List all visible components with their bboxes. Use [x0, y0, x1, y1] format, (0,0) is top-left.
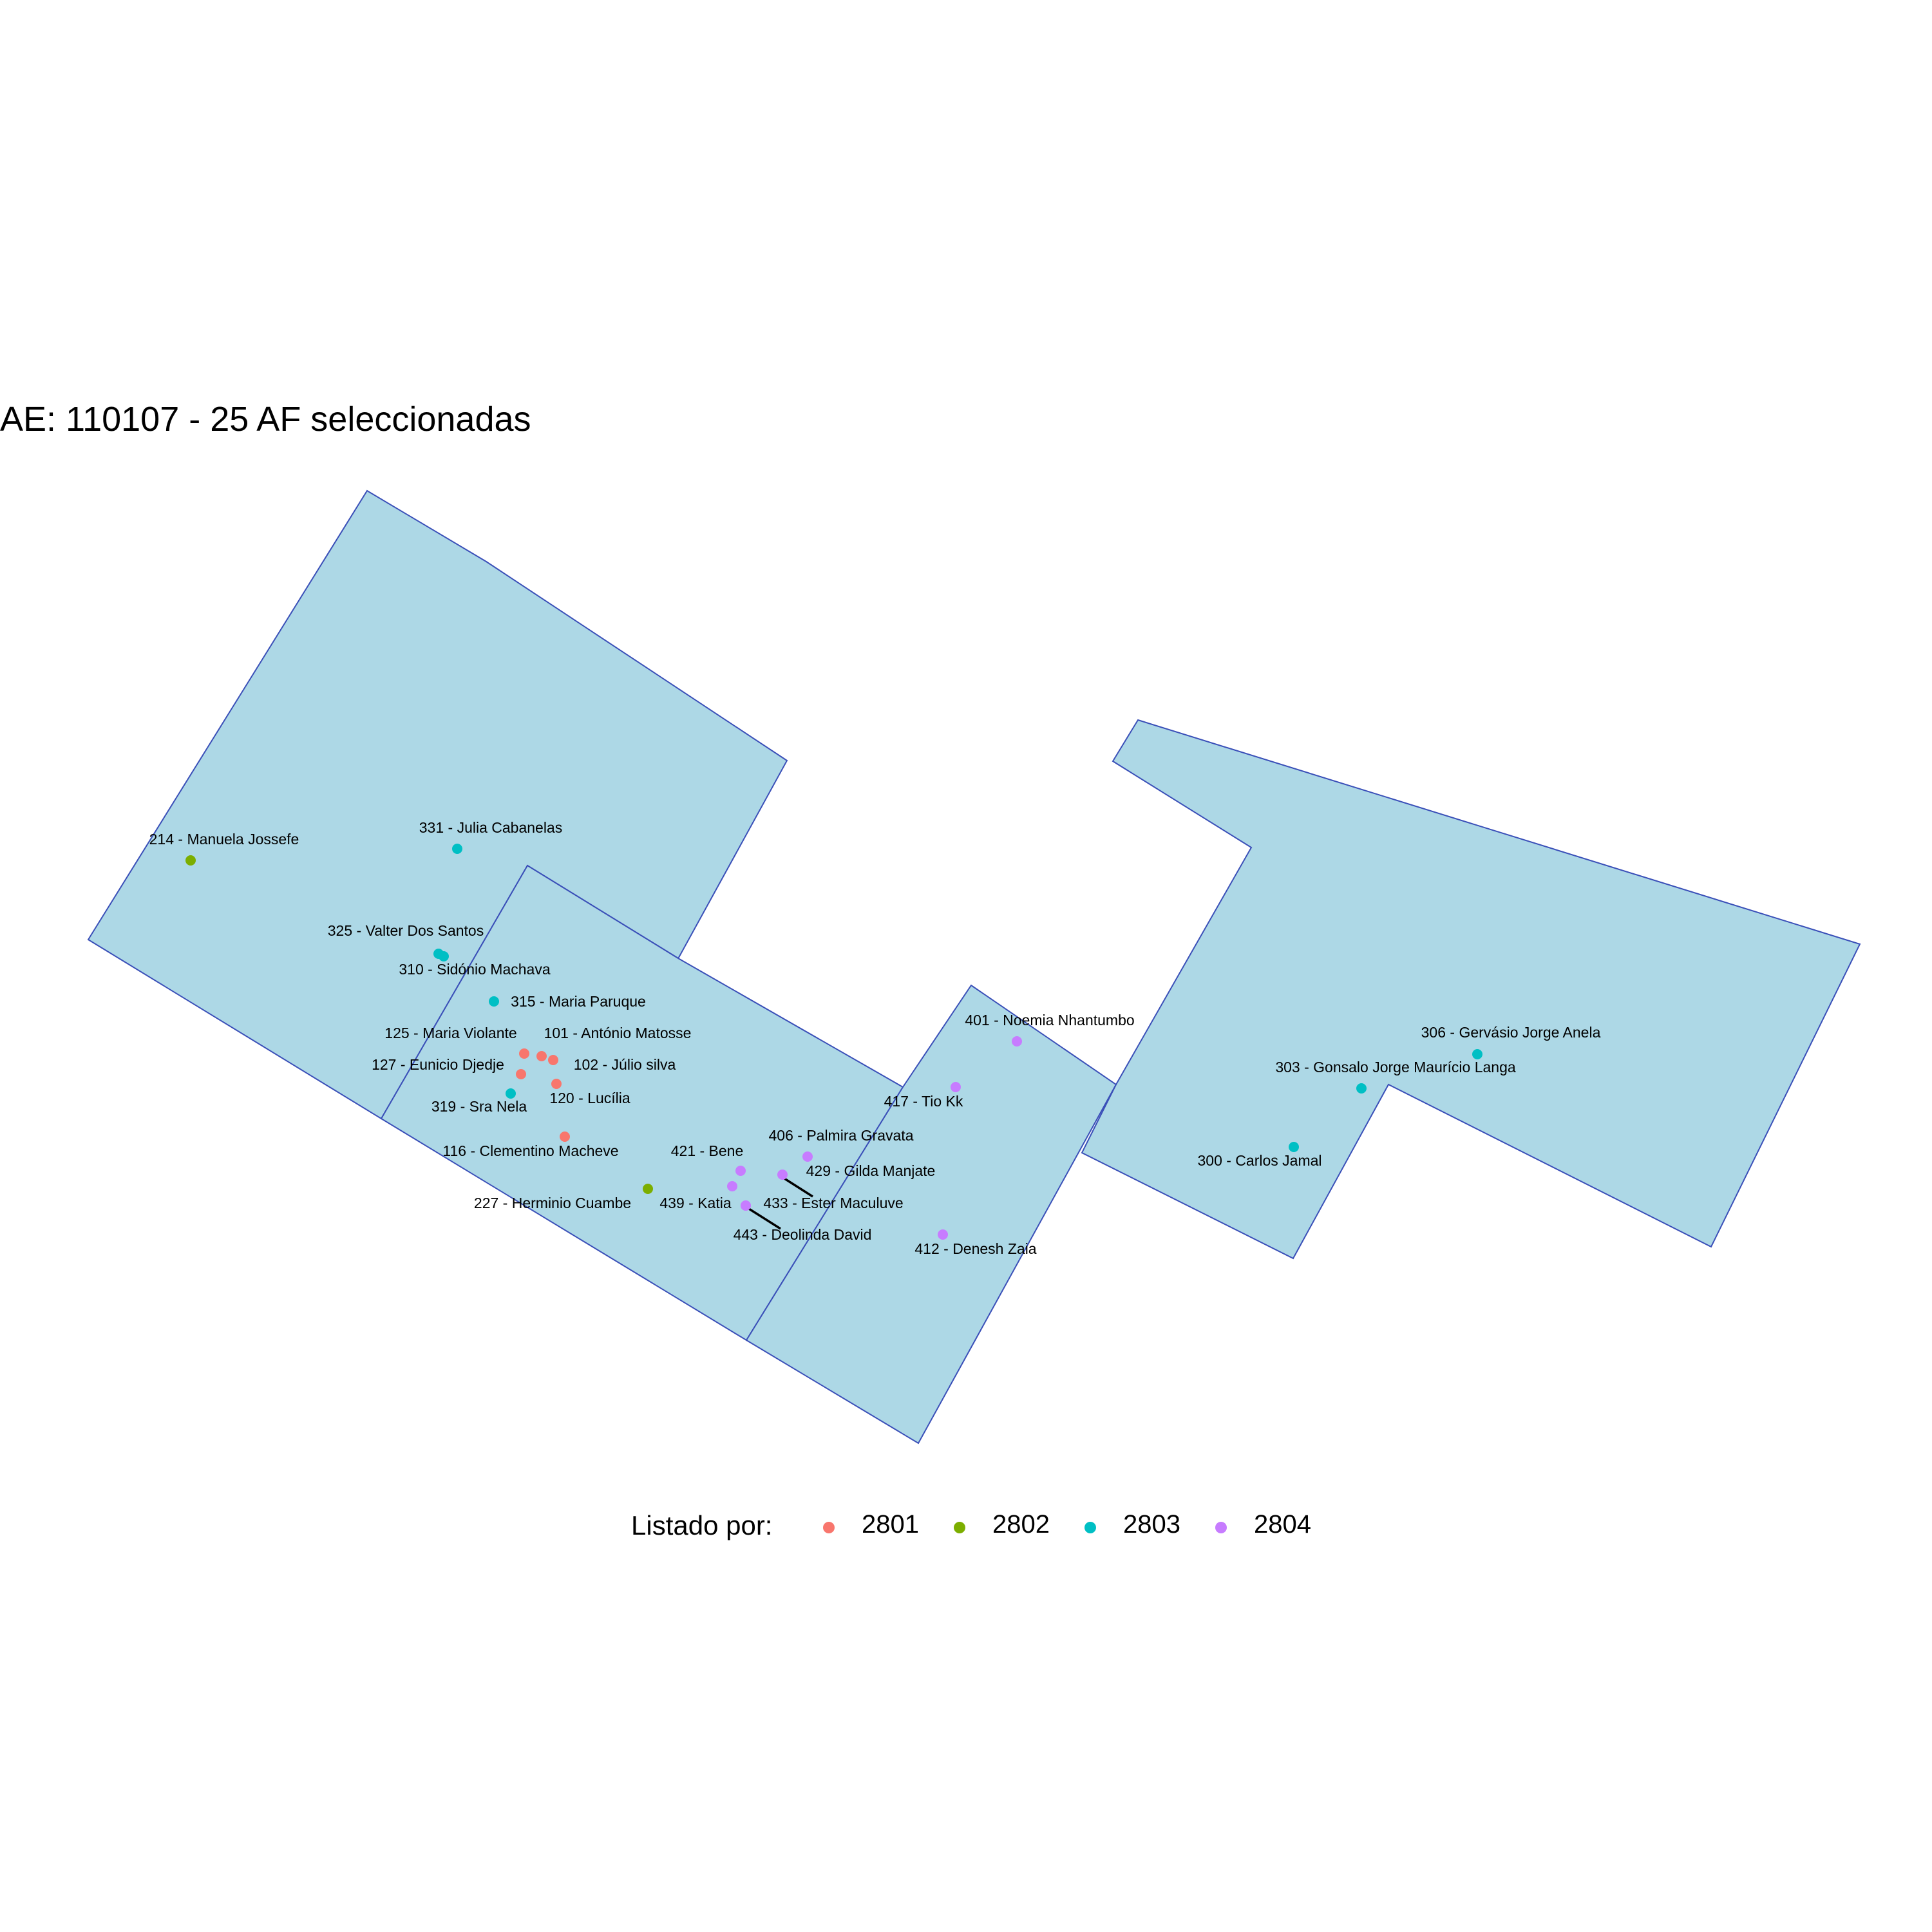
household-points	[185, 844, 1482, 1240]
household-point	[536, 1051, 547, 1061]
legend-label-2803: 2803	[1123, 1510, 1180, 1539]
household-label: 421 - Bene	[671, 1142, 744, 1159]
legend-label-2804: 2804	[1254, 1510, 1311, 1539]
household-point	[548, 1055, 558, 1065]
legend-label-2802: 2802	[992, 1510, 1050, 1539]
household-label: 439 - Katia	[659, 1195, 731, 1211]
household-label: 300 - Carlos Jamal	[1197, 1152, 1321, 1169]
household-label: 116 - Clementino Macheve	[442, 1142, 618, 1159]
household-label: 429 - Gilda Manjate	[806, 1162, 936, 1179]
household-point	[519, 1048, 529, 1059]
household-point	[1472, 1049, 1482, 1059]
household-label: 125 - Maria Violante	[384, 1025, 516, 1041]
household-label: 102 - Júlio silva	[574, 1056, 676, 1073]
legend-dot-2801	[823, 1522, 835, 1533]
legend-title: Listado por:	[631, 1510, 773, 1540]
household-label: 417 - Tio Kk	[884, 1093, 963, 1110]
household-label: 303 - Gonsalo Jorge Maurício Langa	[1275, 1059, 1516, 1075]
household-point	[551, 1079, 562, 1089]
household-label: 127 - Eunicio Djedje	[372, 1056, 504, 1073]
household-label: 331 - Julia Cabanelas	[419, 819, 562, 836]
household-label: 120 - Lucília	[549, 1090, 630, 1106]
area-polygon-east	[1081, 719, 1861, 1260]
legend-dot-2803	[1084, 1522, 1096, 1533]
household-label: 310 - Sidónio Machava	[399, 961, 550, 978]
legend-dot-2804	[1215, 1522, 1227, 1533]
legend-dot-2802	[954, 1522, 965, 1533]
label-leader-line	[748, 1208, 781, 1230]
household-point	[951, 1082, 961, 1092]
household-label: 401 - Noemia Nhantumbo	[965, 1012, 1134, 1028]
enumeration-areas	[87, 489, 1861, 1444]
household-point	[452, 844, 462, 854]
household-label: 315 - Maria Paruque	[511, 993, 646, 1010]
household-point	[1012, 1036, 1022, 1046]
household-label: 443 - Deolinda David	[734, 1226, 872, 1243]
household-point	[938, 1229, 948, 1240]
household-label: 406 - Palmira Gravata	[769, 1127, 914, 1144]
household-label: 214 - Manuela Jossefe	[149, 831, 299, 848]
household-point	[506, 1088, 516, 1099]
legend-label-2801: 2801	[862, 1510, 919, 1539]
household-point	[741, 1200, 751, 1211]
household-point	[516, 1069, 526, 1079]
household-labels: 214 - Manuela Jossefe 331 - Julia Cabanel…	[149, 819, 1601, 1257]
label-leader-lines	[748, 1177, 813, 1230]
household-point	[727, 1181, 737, 1191]
household-label: 325 - Valter Dos Santos	[328, 922, 484, 939]
area-polygon-center-right	[745, 984, 1117, 1444]
household-label: 319 - Sra Nela	[431, 1098, 527, 1115]
household-label: 101 - António Matosse	[544, 1025, 692, 1041]
household-label: 412 - Denesh Zaia	[914, 1240, 1036, 1257]
household-point	[185, 855, 196, 866]
household-point	[802, 1151, 813, 1162]
household-label: 433 - Ester Maculuve	[763, 1195, 903, 1211]
household-point	[735, 1166, 746, 1176]
household-point	[777, 1170, 788, 1180]
household-point	[560, 1132, 570, 1142]
legend: Listado por: 2801 2802 2803 2804	[0, 1510, 1932, 1555]
household-point	[643, 1184, 653, 1194]
household-point	[1356, 1083, 1367, 1094]
label-leader-line	[784, 1177, 813, 1198]
household-point	[439, 951, 449, 961]
household-label: 227 - Herminio Cuambe	[474, 1195, 631, 1211]
household-point	[489, 996, 499, 1007]
household-label: 306 - Gervásio Jorge Anela	[1421, 1024, 1601, 1041]
map-title: AE: 110107 - 25 AF seleccionadas	[0, 400, 531, 439]
household-point	[1289, 1142, 1299, 1152]
